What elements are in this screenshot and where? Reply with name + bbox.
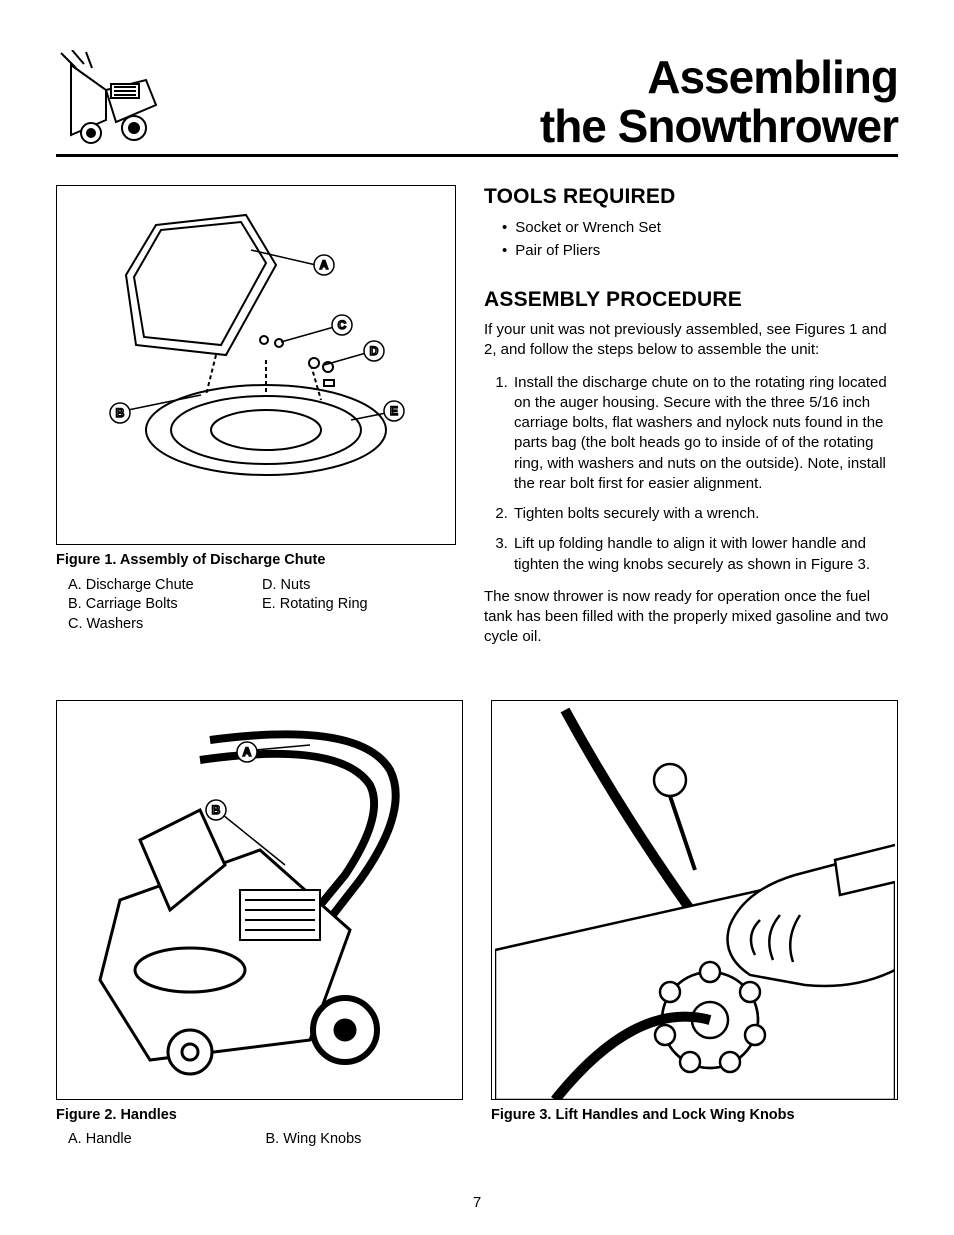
bottom-figures: A B Figure 2. Handles A. Handle B. Wing … — [56, 700, 898, 1150]
fig1-legend-d: D. Nuts — [262, 576, 456, 596]
title-line-2: the Snowthrower — [540, 102, 898, 150]
page-header: Assembling the Snowthrower — [56, 50, 898, 157]
procedure-steps: Install the discharge chute on to the ro… — [484, 373, 898, 575]
page-title: Assembling the Snowthrower — [540, 53, 898, 150]
figure3-panel: Figure 3. Lift Handles and Lock Wing Kno… — [491, 700, 898, 1150]
title-line-1: Assembling — [540, 53, 898, 101]
step-1: Install the discharge chute on to the ro… — [512, 373, 898, 495]
fig1-legend-a: A. Discharge Chute — [68, 576, 262, 596]
callout-a: A — [320, 258, 329, 272]
figure3-caption: Figure 3. Lift Handles and Lock Wing Kno… — [491, 1106, 898, 1125]
figure3-title: Figure 3. Lift Handles and Lock Wing Kno… — [491, 1107, 795, 1123]
figure2-caption: Figure 2. Handles — [56, 1106, 463, 1125]
figure1-panel: A B C D E Figure 1. Assembly of Disc — [56, 185, 456, 660]
procedure-outro: The snow thrower is now ready for operat… — [484, 587, 898, 648]
fig1-legend-b: B. Carriage Bolts — [68, 595, 262, 615]
tools-heading: TOOLS REQUIRED — [484, 185, 898, 209]
figure3-illustration — [491, 700, 898, 1100]
tools-list: Socket or Wrench Set Pair of Pliers — [484, 217, 898, 262]
fig2-legend-b: B. Wing Knobs — [266, 1130, 464, 1150]
fig2-legend-a: A. Handle — [68, 1130, 266, 1150]
tool-item: Pair of Pliers — [502, 240, 898, 263]
upper-columns: A B C D E Figure 1. Assembly of Disc — [56, 185, 898, 660]
figure2-panel: A B Figure 2. Handles A. Handle B. Wing … — [56, 700, 463, 1150]
figure2-title: Figure 2. Handles — [56, 1107, 177, 1123]
procedure-intro: If your unit was not previously assemble… — [484, 320, 898, 361]
figure2-illustration: A B — [56, 700, 463, 1100]
callout-c: C — [338, 318, 347, 332]
step-2: Tighten bolts securely with a wrench. — [512, 504, 898, 524]
fig1-legend-c: C. Washers — [68, 615, 262, 635]
text-column: TOOLS REQUIRED Socket or Wrench Set Pair… — [484, 185, 898, 660]
figure1-title: Figure 1. Assembly of Discharge Chute — [56, 552, 325, 568]
figure1-legend: A. Discharge Chute B. Carriage Bolts C. … — [56, 576, 456, 635]
callout-e: E — [390, 404, 398, 418]
callout-b: B — [116, 406, 125, 420]
page-number: 7 — [0, 1194, 954, 1211]
callout-d: D — [370, 344, 379, 358]
step-3: Lift up folding handle to align it with … — [512, 534, 898, 575]
figure1-illustration: A B C D E — [56, 185, 456, 545]
procedure-heading: ASSEMBLY PROCEDURE — [484, 288, 898, 312]
fig1-legend-e: E. Rotating Ring — [262, 595, 456, 615]
figure2-legend: A. Handle B. Wing Knobs — [56, 1130, 463, 1150]
fig2-callout-b: B — [211, 803, 220, 817]
tool-item: Socket or Wrench Set — [502, 217, 898, 240]
figure1-caption: Figure 1. Assembly of Discharge Chute — [56, 551, 456, 570]
snowthrower-thumbnail-icon — [56, 50, 176, 150]
fig2-callout-a: A — [242, 745, 251, 759]
